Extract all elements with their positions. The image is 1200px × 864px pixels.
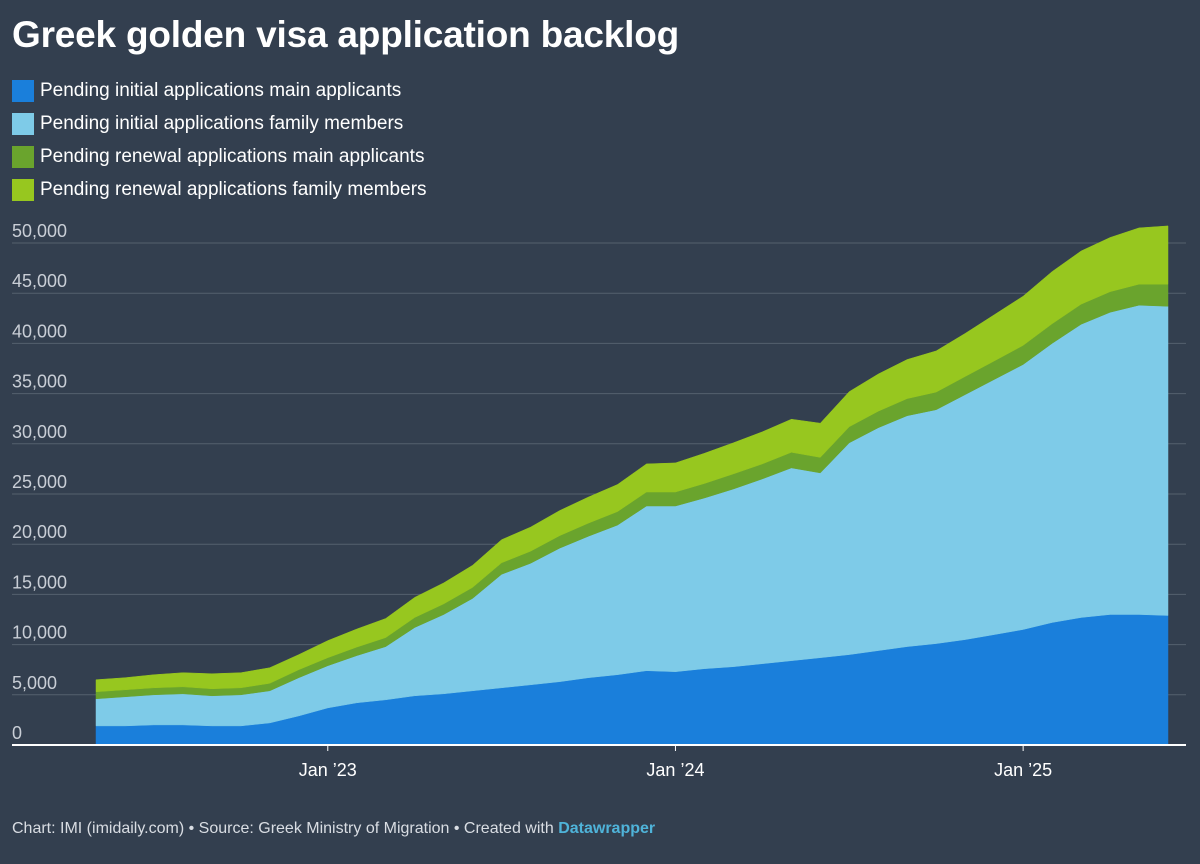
legend-item-renewal-family: Pending renewal applications family memb… — [12, 173, 427, 206]
chart-footer: Chart: IMI (imidaily.com) • Source: Gree… — [12, 820, 655, 838]
legend-label-initial-family: Pending initial applications family memb… — [40, 112, 404, 134]
chart-title: Greek golden visa application backlog — [12, 14, 680, 55]
y-tick-label: 25,000 — [12, 472, 67, 492]
stacked-area-chart: 0 5,000 10,000 15,000 20,000 25,000 30,000 35,0… — [12, 221, 1186, 780]
y-tick-label: 10,000 — [12, 623, 67, 643]
x-tick-label: Jan ’25 — [994, 760, 1052, 780]
legend-swatch-renewal-main — [12, 145, 34, 168]
y-tick-label: 20,000 — [12, 522, 67, 542]
chart-source: Source: Greek Ministry of Migration — [198, 820, 450, 837]
y-tick-label: 0 — [12, 723, 22, 743]
x-tick-label: Jan ’23 — [299, 760, 357, 780]
y-tick-label: 50,000 — [12, 221, 67, 241]
legend-item-initial-main: Pending initial applications main applic… — [12, 74, 427, 107]
legend-swatch-renewal-family — [12, 178, 34, 201]
created-with-text: Created with — [463, 820, 559, 837]
legend-item-initial-family: Pending initial applications family memb… — [12, 107, 427, 140]
legend-label-renewal-main: Pending renewal applications main applic… — [40, 145, 425, 167]
legend-swatch-initial-main — [12, 79, 34, 102]
legend-label-renewal-family: Pending renewal applications family memb… — [40, 178, 427, 200]
y-tick-label: 5,000 — [12, 673, 57, 693]
datawrapper-link[interactable]: Datawrapper — [558, 820, 656, 837]
y-tick-label: 30,000 — [12, 422, 67, 442]
chart-credit: Chart: IMI (imidaily.com) — [12, 820, 185, 837]
footer-separator-2: • — [449, 820, 464, 837]
legend-item-renewal-main: Pending renewal applications main applic… — [12, 140, 427, 173]
y-tick-label: 45,000 — [12, 271, 67, 291]
x-tick-label: Jan ’24 — [646, 760, 704, 780]
area-series-3 — [95, 225, 1169, 693]
legend-swatch-initial-family — [12, 112, 34, 135]
legend-label-initial-main: Pending initial applications main applic… — [40, 79, 402, 101]
y-tick-label: 35,000 — [12, 372, 67, 392]
y-tick-label: 40,000 — [12, 321, 67, 341]
y-tick-label: 15,000 — [12, 572, 67, 592]
chart-legend: Pending initial applications main applic… — [12, 74, 427, 206]
footer-separator-1: • — [184, 820, 199, 837]
